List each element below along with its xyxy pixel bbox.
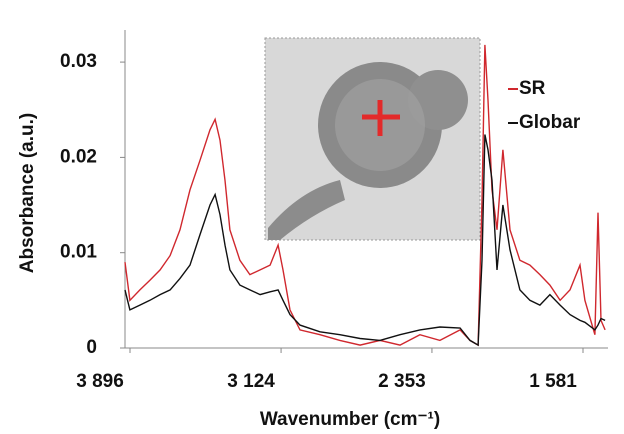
chart: Absorbance (a.u.) Wavenumber (cm⁻¹) 0 0.0… [0, 0, 624, 434]
legend-label: SR [519, 78, 546, 99]
y-tick-label: 0.03 [60, 51, 97, 72]
x-tick-label: 3 124 [227, 371, 275, 392]
y-tick-label: 0 [86, 337, 97, 358]
legend-label: Globar [519, 112, 581, 133]
x-axis-title: Wavenumber (cm⁻¹) [260, 409, 440, 430]
x-tick-label: 1 581 [529, 371, 577, 392]
y-tick-label: 0.02 [60, 146, 97, 167]
inset-image [265, 38, 480, 240]
x-tick-label: 3 896 [76, 371, 124, 392]
y-axis-title: Absorbance (a.u.) [17, 113, 38, 273]
x-tick-label: 2 353 [378, 371, 426, 392]
y-tick-label: 0.01 [60, 242, 97, 263]
